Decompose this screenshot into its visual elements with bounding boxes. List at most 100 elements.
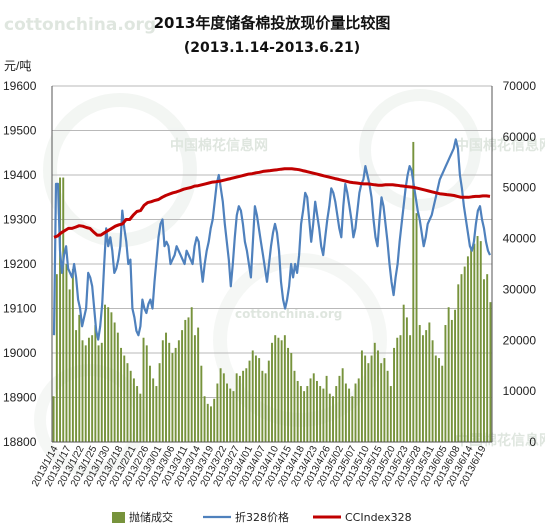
- bar-13: [94, 325, 97, 442]
- bar-111: [409, 335, 412, 442]
- bar-31: [152, 378, 155, 442]
- bar-19: [113, 322, 116, 442]
- bar-92: [348, 388, 351, 442]
- bar-23: [126, 363, 129, 442]
- bar-120: [438, 358, 440, 442]
- y-tick-right-2: 20000: [503, 333, 537, 347]
- bar-99: [370, 355, 373, 442]
- bar-135: [486, 274, 489, 442]
- bar-1: [55, 274, 58, 442]
- bar-57: [235, 373, 238, 442]
- bar-38: [174, 347, 177, 442]
- bar-4: [65, 264, 68, 442]
- bar-53: [222, 373, 225, 442]
- bar-46: [200, 365, 203, 442]
- bar-78: [303, 391, 306, 442]
- y-tick-right-4: 40000: [503, 232, 537, 246]
- bar-5: [68, 289, 71, 442]
- bar-129: [466, 256, 469, 442]
- bar-97: [364, 355, 367, 442]
- bar-67: [267, 360, 270, 442]
- bar-131: [473, 243, 476, 442]
- bar-95: [357, 378, 360, 442]
- bar-117: [428, 322, 431, 442]
- bar-63: [254, 355, 257, 442]
- bar-132: [476, 236, 479, 442]
- bar-24: [129, 370, 132, 442]
- y-tick-right-3: 30000: [503, 282, 537, 296]
- bar-series: [52, 141, 492, 443]
- bar-93: [351, 396, 354, 442]
- bar-116: [425, 330, 428, 442]
- bar-122: [444, 325, 447, 442]
- y-tick-right-0: 0: [529, 435, 536, 449]
- bar-100: [373, 342, 376, 442]
- axes: [51, 86, 493, 443]
- bar-109: [402, 304, 405, 442]
- y-tick-left-3: 19100: [3, 302, 37, 316]
- y-tick-right-6: 60000: [503, 130, 537, 144]
- bar-83: [319, 386, 322, 442]
- watermark-cn-right: 中国棉花信息网: [455, 137, 545, 154]
- y-tick-left-7: 19500: [3, 124, 37, 138]
- bar-25: [132, 378, 135, 442]
- bar-74: [290, 353, 293, 442]
- bar-66: [264, 373, 267, 442]
- y-tick-left-1: 18900: [3, 391, 37, 405]
- bar-103: [383, 358, 386, 442]
- y-tick-left-0: 18800: [3, 435, 37, 449]
- bar-75: [293, 370, 296, 442]
- bar-62: [251, 350, 254, 442]
- bar-59: [242, 370, 245, 442]
- bar-56: [232, 391, 235, 442]
- bar-79: [306, 386, 309, 442]
- bar-82: [316, 380, 318, 442]
- y-tick-left-8: 19600: [3, 79, 37, 93]
- bar-130: [470, 248, 473, 442]
- bar-20: [116, 332, 119, 442]
- bar-96: [360, 350, 363, 442]
- bar-47: [203, 396, 206, 442]
- bar-77: [299, 386, 302, 442]
- y-tick-right-1: 10000: [503, 384, 537, 398]
- bar-52: [219, 368, 222, 442]
- watermark-en-mid: cottonchina.org: [235, 307, 342, 321]
- legend-label-0: 抛储成交: [129, 510, 173, 524]
- bar-118: [431, 340, 434, 442]
- bar-84: [322, 388, 325, 442]
- bar-89: [338, 375, 341, 442]
- bar-123: [447, 307, 450, 442]
- bar-106: [393, 347, 396, 442]
- y-tick-left-5: 19300: [3, 213, 37, 227]
- bar-32: [155, 386, 158, 442]
- bar-51: [216, 383, 219, 442]
- bar-60: [245, 368, 248, 442]
- bar-33: [158, 363, 161, 442]
- bar-35: [165, 332, 167, 442]
- bar-72: [283, 335, 286, 442]
- bar-55: [229, 388, 232, 442]
- bar-80: [309, 378, 312, 442]
- bar-8: [78, 314, 81, 442]
- bar-6: [71, 269, 74, 442]
- legend-swatch-0: [112, 512, 125, 523]
- y-tick-left-4: 19200: [3, 257, 37, 271]
- bar-7: [75, 330, 78, 442]
- bar-81: [312, 373, 315, 442]
- bar-34: [161, 340, 164, 442]
- bar-40: [181, 330, 184, 442]
- bar-3: [62, 177, 65, 443]
- bar-9: [81, 340, 84, 442]
- legend-label-2: CCIndex328: [345, 511, 412, 524]
- bar-121: [441, 365, 444, 442]
- y-tick-right-5: 50000: [503, 181, 537, 195]
- bar-28: [142, 337, 145, 442]
- y-ticks-left: 18800 18900 19000 19100 19200 19300 19400 19500…: [3, 79, 37, 449]
- legend-label-1: 折328价格: [235, 510, 289, 524]
- bar-39: [177, 340, 180, 442]
- bar-105: [389, 386, 392, 442]
- bar-101: [377, 350, 379, 442]
- bar-127: [460, 274, 463, 442]
- watermark-site: cottonchina.org: [4, 15, 156, 35]
